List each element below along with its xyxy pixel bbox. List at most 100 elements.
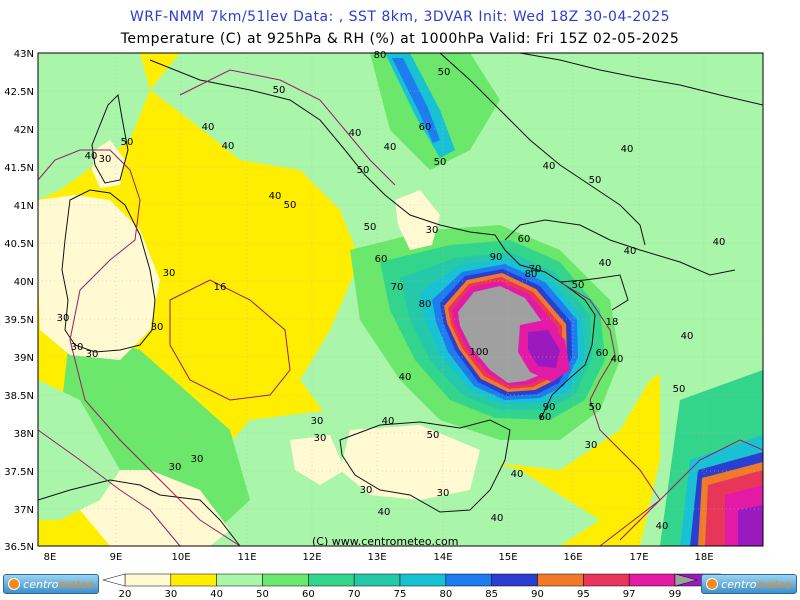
contour-label: 80 xyxy=(525,269,538,280)
logo-text-highlight: meteo xyxy=(58,577,94,591)
coastline-italy-peninsula xyxy=(149,52,736,421)
isotherm-north xyxy=(179,69,396,186)
legend-level-label: 40 xyxy=(210,589,224,600)
rh-band-40-50-west xyxy=(38,53,150,200)
contour-label: 60 xyxy=(518,234,531,245)
legend-level-label: 80 xyxy=(439,589,453,600)
graticule xyxy=(38,53,763,546)
rh-cream-sw-sea xyxy=(290,435,345,485)
plot-frame xyxy=(37,52,764,547)
legend-level-label: 20 xyxy=(118,589,132,600)
temperature-contours xyxy=(37,69,764,547)
legend-swatch xyxy=(124,573,172,587)
lat-label: 38.5N xyxy=(4,391,34,402)
legend-level-label: 95 xyxy=(576,589,590,600)
contour-label: 60 xyxy=(375,254,388,265)
contour-label: 18 xyxy=(606,317,619,328)
legend-swatch xyxy=(399,573,447,587)
coastline-tunisia xyxy=(37,479,241,547)
isotherm-west-sardinia xyxy=(37,149,241,547)
logo-text-highlight: meteo xyxy=(756,577,792,591)
legend-level-label: 97 xyxy=(622,589,636,600)
contour-label: 50 xyxy=(427,430,440,441)
legend-swatch xyxy=(353,573,401,587)
contour-label: 40 xyxy=(269,191,282,202)
legend-swatch-min xyxy=(102,573,126,587)
contour-label: 40 xyxy=(222,141,235,152)
contour-label: 30 xyxy=(311,416,324,427)
contour-label: 40 xyxy=(384,142,397,153)
lat-label: 37.5N xyxy=(4,467,34,478)
rh-cream-sicily xyxy=(340,425,480,500)
contour-label: 90 xyxy=(543,402,556,413)
rh-se-corner-99 xyxy=(738,505,763,546)
rh-cream-west-band xyxy=(38,380,120,520)
rh-cream-sardinia xyxy=(38,195,160,360)
isotherm-16-west xyxy=(169,279,291,401)
legend-swatch xyxy=(262,573,309,587)
contour-label: 40 xyxy=(511,469,524,480)
contour-label: 40 xyxy=(378,507,391,518)
rh-adriatic-streak-dark xyxy=(392,58,440,143)
contour-label: 30 xyxy=(163,268,176,279)
rh-core-inner-purple xyxy=(528,330,560,368)
isotherm-south xyxy=(37,429,181,547)
lat-label: 36.5N xyxy=(4,542,34,553)
legend-swatch xyxy=(537,573,584,587)
contour-label: 30 xyxy=(99,154,112,165)
chart-title-line-2: Temperature (C) at 925hPa & RH (%) at 10… xyxy=(120,31,680,47)
lon-label: 13E xyxy=(367,552,386,563)
contour-label: 50 xyxy=(434,157,447,168)
contour-label: 30 xyxy=(191,454,204,465)
contour-label: 40 xyxy=(349,128,362,139)
contour-label: 90 xyxy=(490,252,503,263)
coastlines xyxy=(37,52,764,547)
contour-label: 40 xyxy=(543,161,556,172)
legend-level-label: 70 xyxy=(347,589,361,600)
lat-label: 37N xyxy=(14,505,34,516)
contour-label: 30 xyxy=(426,225,439,236)
legend-swatch xyxy=(491,573,538,587)
contour-label: 40 xyxy=(713,237,726,248)
rh-cream-tunisia xyxy=(80,470,230,546)
legend-swatches xyxy=(102,573,722,587)
legend-swatch xyxy=(445,573,492,587)
isotherm-southeast xyxy=(599,439,764,547)
contour-label: 60 xyxy=(419,122,432,133)
contour-label: 40 xyxy=(85,151,98,162)
logo-text: centro xyxy=(721,577,757,591)
legend-swatch xyxy=(628,573,676,587)
contour-label: 50 xyxy=(673,384,686,395)
contour-label: 30 xyxy=(585,440,598,451)
contour-label: 80 xyxy=(374,50,387,61)
contour-label: 50 xyxy=(121,137,134,148)
legend-swatch xyxy=(170,573,217,587)
legend-level-label: 50 xyxy=(256,589,269,600)
lon-label: 10E xyxy=(171,552,190,563)
centrometeo-logo-left: centro meteo xyxy=(3,574,99,594)
contour-label: 40 xyxy=(624,246,637,257)
lon-label: 17E xyxy=(629,552,648,563)
contour-label: 60 xyxy=(539,412,552,423)
contour-label: 40 xyxy=(599,258,612,269)
centrometeo-logo-right: centro meteo xyxy=(701,574,797,594)
coastline-sardinia xyxy=(61,189,156,353)
coastline-sicily xyxy=(339,419,511,513)
legend-level-label: 90 xyxy=(531,589,544,600)
credit-text: (C) www.centrometeo.com xyxy=(312,535,458,548)
contour-label: 16 xyxy=(214,282,227,293)
lat-label: 38N xyxy=(14,429,34,440)
contour-label: 30 xyxy=(360,485,373,496)
lat-label: 39N xyxy=(14,353,34,364)
contour-label: 80 xyxy=(419,299,432,310)
lon-label: 9E xyxy=(110,552,123,563)
contour-label: 50 xyxy=(284,200,297,211)
contour-label: 50 xyxy=(357,165,370,176)
lat-label: 42N xyxy=(14,125,34,136)
legend-swatch xyxy=(583,573,630,587)
contour-label: 100 xyxy=(469,347,488,358)
contour-label: 40 xyxy=(399,372,412,383)
rh-field xyxy=(38,53,763,546)
contour-label: 50 xyxy=(364,222,377,233)
